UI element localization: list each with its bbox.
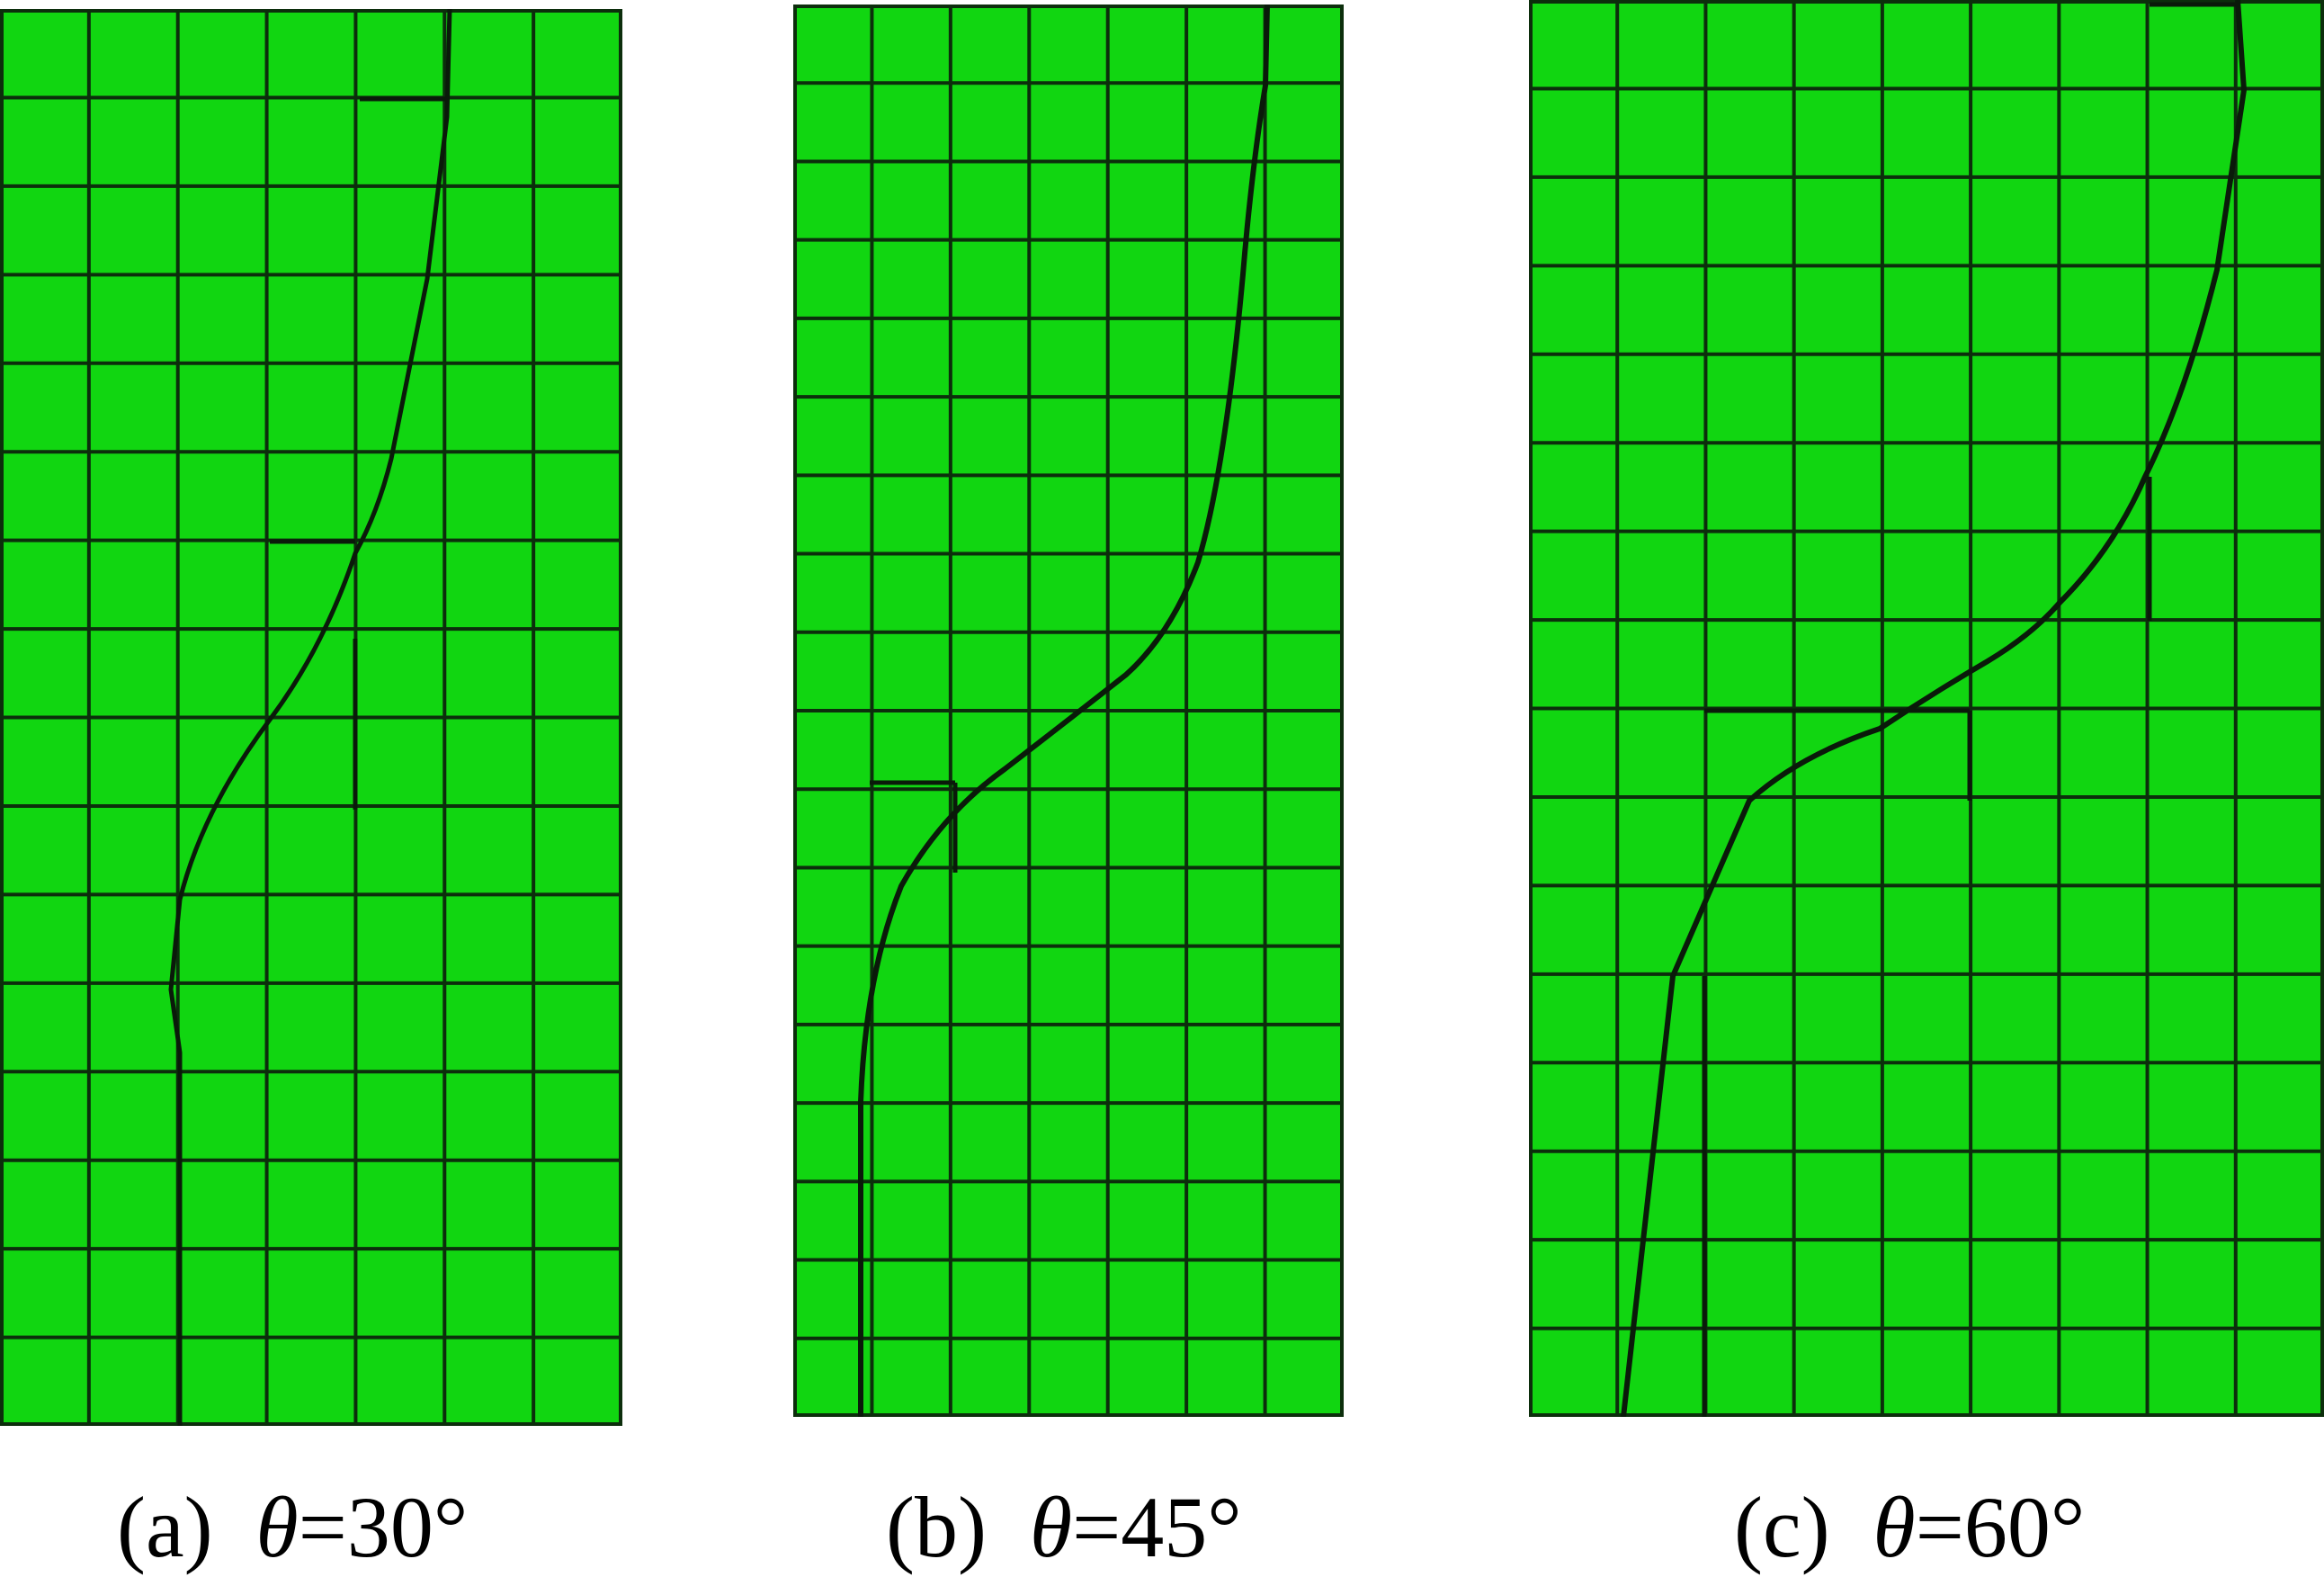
caption-b-equals: =	[1072, 1479, 1122, 1575]
caption-a: (a) θ=30°	[117, 1484, 468, 1571]
mesh-c-svg	[1529, 0, 2324, 1417]
caption-c-label: (c)	[1734, 1479, 1830, 1575]
mesh-panel-a	[0, 9, 622, 1426]
mesh-seam-c	[1702, 2, 2239, 1417]
caption-c-theta: θ	[1873, 1479, 1916, 1575]
caption-a-theta: θ	[255, 1479, 299, 1575]
mesh-b-grid	[793, 4, 1344, 1417]
mesh-seam-a	[270, 96, 447, 810]
caption-b-value: 45°	[1121, 1479, 1242, 1575]
crack-path-c	[1621, 0, 2248, 1417]
caption-a-value: 30°	[346, 1479, 469, 1575]
caption-c: (c) θ=60°	[1734, 1484, 2085, 1571]
caption-b-label: (b)	[886, 1479, 987, 1575]
caption-b: (b) θ=45°	[886, 1484, 1242, 1571]
caption-c-value: 60°	[1963, 1479, 2086, 1575]
crack-path-a	[168, 9, 452, 1426]
caption-a-label: (a)	[117, 1479, 213, 1575]
mesh-panel-c	[1529, 0, 2324, 1417]
mesh-panel-b	[793, 4, 1344, 1417]
caption-c-equals: =	[1915, 1479, 1964, 1575]
mesh-b-svg	[793, 4, 1344, 1417]
caption-b-theta: θ	[1029, 1479, 1073, 1575]
crack-path-b	[858, 4, 1270, 1417]
mesh-seam-b	[870, 780, 958, 873]
mesh-a-svg	[0, 9, 622, 1426]
caption-a-equals: =	[298, 1479, 347, 1575]
